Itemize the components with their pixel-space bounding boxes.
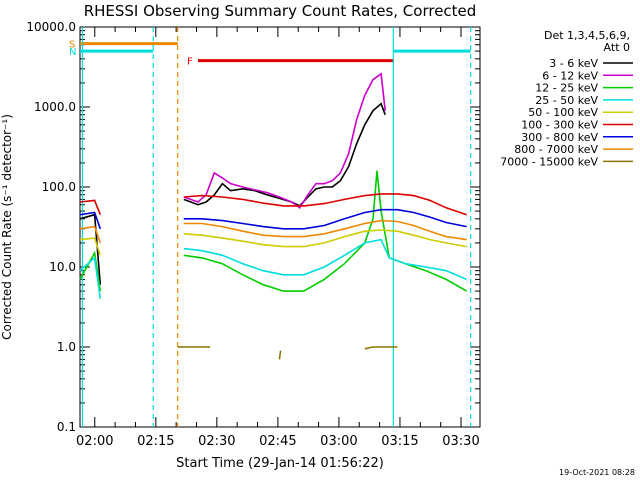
plot-frame (79, 26, 481, 428)
series-line (79, 199, 102, 215)
y-tick-label: 100.0 (42, 180, 76, 194)
y-tick-label: 0.1 (57, 420, 76, 434)
time-markers: SN F (69, 27, 472, 427)
series-line (79, 237, 102, 256)
legend-label: 12 - 25 keV (535, 82, 598, 95)
marker-label: S (69, 40, 75, 51)
y-axis-label: Corrected Count Rate (s⁻¹ detector⁻¹) (0, 114, 14, 340)
marker-label: F (187, 57, 193, 68)
x-tick-label: 02:15 (137, 434, 174, 449)
series-line (183, 219, 467, 241)
legend-label: 100 - 300 keV (521, 119, 598, 132)
y-tick-label: 10.0 (49, 260, 76, 274)
series-line (183, 208, 467, 230)
data-series (79, 72, 467, 360)
x-tick-label: 02:00 (76, 434, 113, 449)
legend-label: 6 - 12 keV (542, 69, 598, 82)
footer-date: 19-Oct-2021 08:28 (559, 468, 635, 477)
series-line (183, 229, 467, 248)
series-line (183, 102, 386, 207)
legend-label: 50 - 100 keV (528, 106, 598, 119)
x-tick-label: 02:45 (259, 434, 296, 449)
series-line (183, 170, 467, 292)
legend-label: 3 - 6 keV (549, 57, 598, 70)
series-line (183, 238, 467, 281)
axis-ticks: 0.1 1.0 10.0 100.0 1000.0 10000.0 02:00 02:15 02… (26, 20, 480, 449)
x-tick-label: 03:00 (320, 434, 357, 449)
legend-label: 800 - 7000 keV (514, 143, 598, 156)
series-line (79, 225, 102, 244)
legend-header-1: Det 1,3,4,5,6,9, (544, 29, 630, 42)
legend-label: 7000 - 15000 keV (500, 155, 598, 168)
marker-label: N (69, 47, 76, 58)
legend-header-2: Att 0 (604, 41, 630, 54)
chart-title: RHESSI Observing Summary Count Rates, Co… (84, 2, 477, 20)
x-axis-label: Start Time (29-Jan-14 01:56:22) (176, 456, 384, 471)
series-line (79, 256, 102, 299)
y-tick-label: 1.0 (57, 340, 76, 354)
x-tick-label: 03:15 (381, 434, 418, 449)
series-line (278, 350, 282, 360)
series-line (79, 211, 102, 230)
y-tick-label: 1000.0 (34, 100, 76, 114)
series-line (183, 193, 467, 216)
x-tick-label: 02:30 (198, 434, 235, 449)
series-line (183, 72, 386, 209)
legend-label: 25 - 50 keV (535, 94, 598, 107)
series-line (364, 346, 398, 350)
y-tick-label: 10000.0 (26, 20, 76, 34)
x-tick-label: 03:30 (442, 434, 479, 449)
series-line (79, 250, 102, 292)
legend-label: 300 - 800 keV (521, 131, 598, 144)
